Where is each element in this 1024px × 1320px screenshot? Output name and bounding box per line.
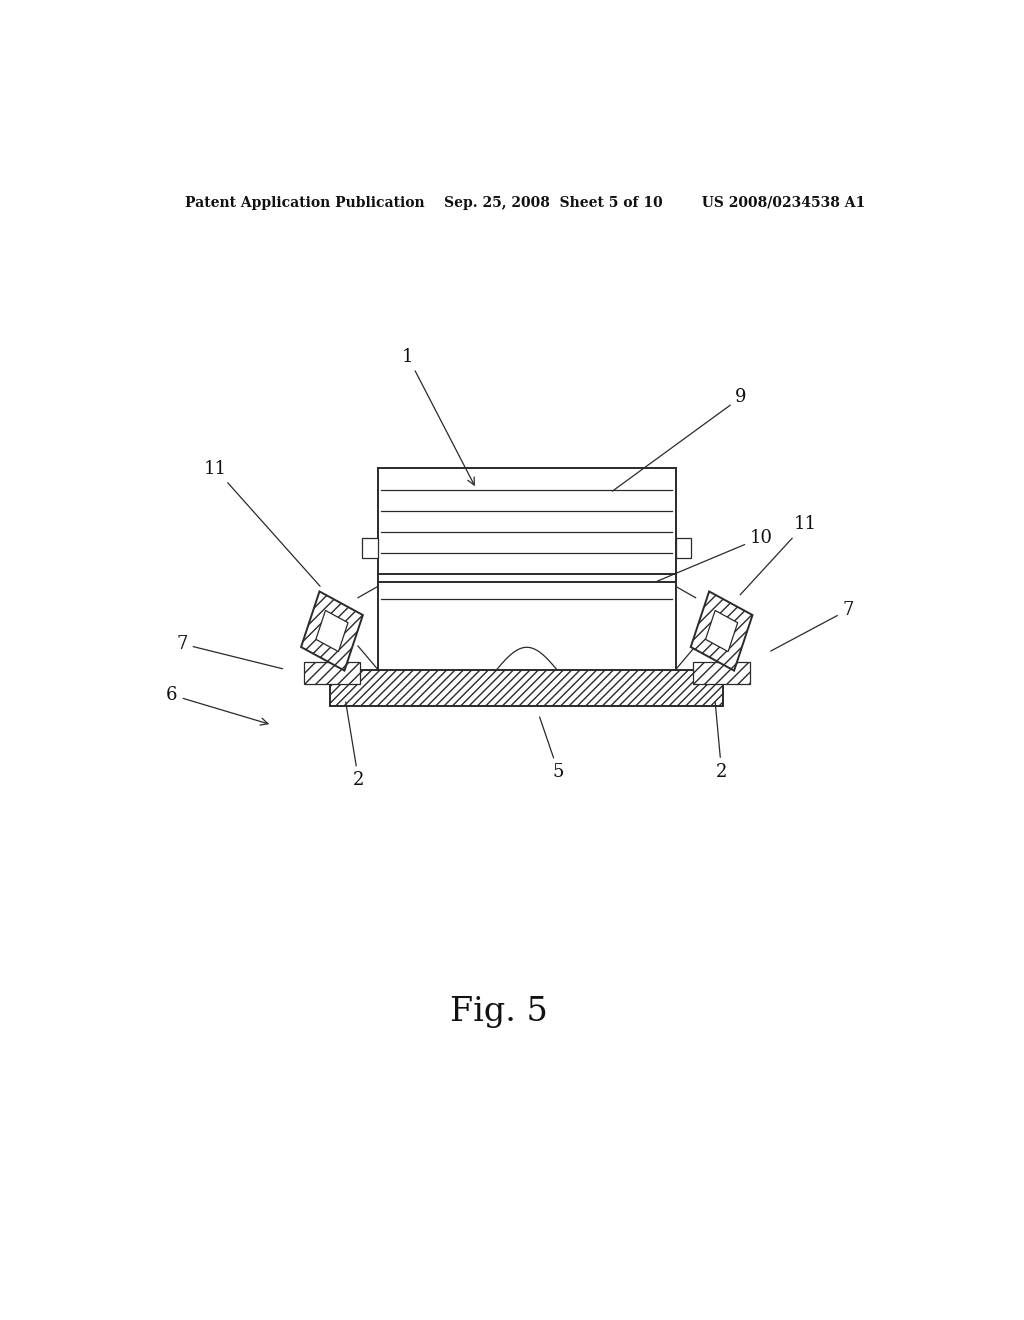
Text: 2: 2 (346, 702, 365, 789)
Bar (676, 539, 691, 558)
Text: 10: 10 (657, 528, 773, 581)
Text: 9: 9 (612, 388, 746, 491)
Bar (378, 469, 676, 672)
Bar (331, 669, 723, 706)
Text: 7: 7 (176, 635, 283, 669)
Text: 1: 1 (402, 347, 474, 484)
Bar (362, 539, 378, 558)
Text: 6: 6 (166, 686, 268, 725)
Text: Fig. 5: Fig. 5 (451, 997, 548, 1028)
Polygon shape (315, 610, 348, 652)
Text: 5: 5 (540, 717, 564, 781)
Polygon shape (691, 591, 753, 671)
Text: 11: 11 (204, 459, 321, 586)
Text: 11: 11 (740, 515, 816, 595)
Polygon shape (304, 661, 360, 684)
Text: 2: 2 (715, 702, 727, 781)
Text: Patent Application Publication    Sep. 25, 2008  Sheet 5 of 10        US 2008/02: Patent Application Publication Sep. 25, … (184, 197, 865, 210)
Polygon shape (693, 661, 750, 684)
Polygon shape (301, 591, 362, 671)
Text: 7: 7 (771, 601, 854, 651)
Polygon shape (706, 610, 737, 652)
